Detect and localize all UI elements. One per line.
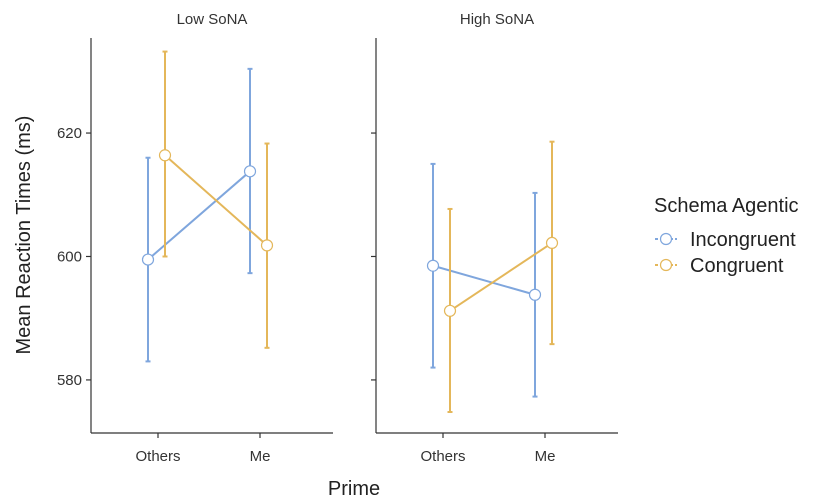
legend-label: Incongruent [690,229,796,251]
strip-label: Low SoNA [177,11,248,28]
y-tick-label: 600 [57,248,82,265]
y-tick-label: 580 [57,372,82,389]
series-line [164,154,268,247]
series-line [449,242,553,312]
y-tick-label: 620 [57,125,82,142]
legend-label: Congruent [690,255,784,277]
data-point [158,149,172,162]
y-axis-title: Mean Reaction Times (ms) [13,116,35,355]
x-tick-label: Others [420,448,465,465]
chart-panels: Low SoNA 580 600 620 Others Me High SoNA Others… [57,11,618,465]
data-point [443,304,457,317]
x-tick-label: Me [250,448,271,465]
x-tick-label: Others [135,448,180,465]
data-point [141,253,155,266]
legend-key-point [659,232,673,246]
data-point [243,165,257,178]
legend-title: Schema Agentic [654,195,799,217]
x-axis-title: Prime [328,478,380,500]
data-point [426,259,440,272]
data-point [260,239,274,252]
legend-key-point [659,258,673,272]
x-tick-label: Me [535,448,556,465]
series-line [432,264,536,296]
strip-label: High SoNA [460,11,534,28]
legend-items: Incongruent Congruent [655,229,796,277]
panel-2: High SoNA Others Me [371,11,618,465]
panel-1: Low SoNA 580 600 620 Others Me [57,11,333,465]
legend: Schema Agentic Incongruent Congruent [654,195,799,277]
data-point [545,236,559,250]
data-point [528,288,542,301]
